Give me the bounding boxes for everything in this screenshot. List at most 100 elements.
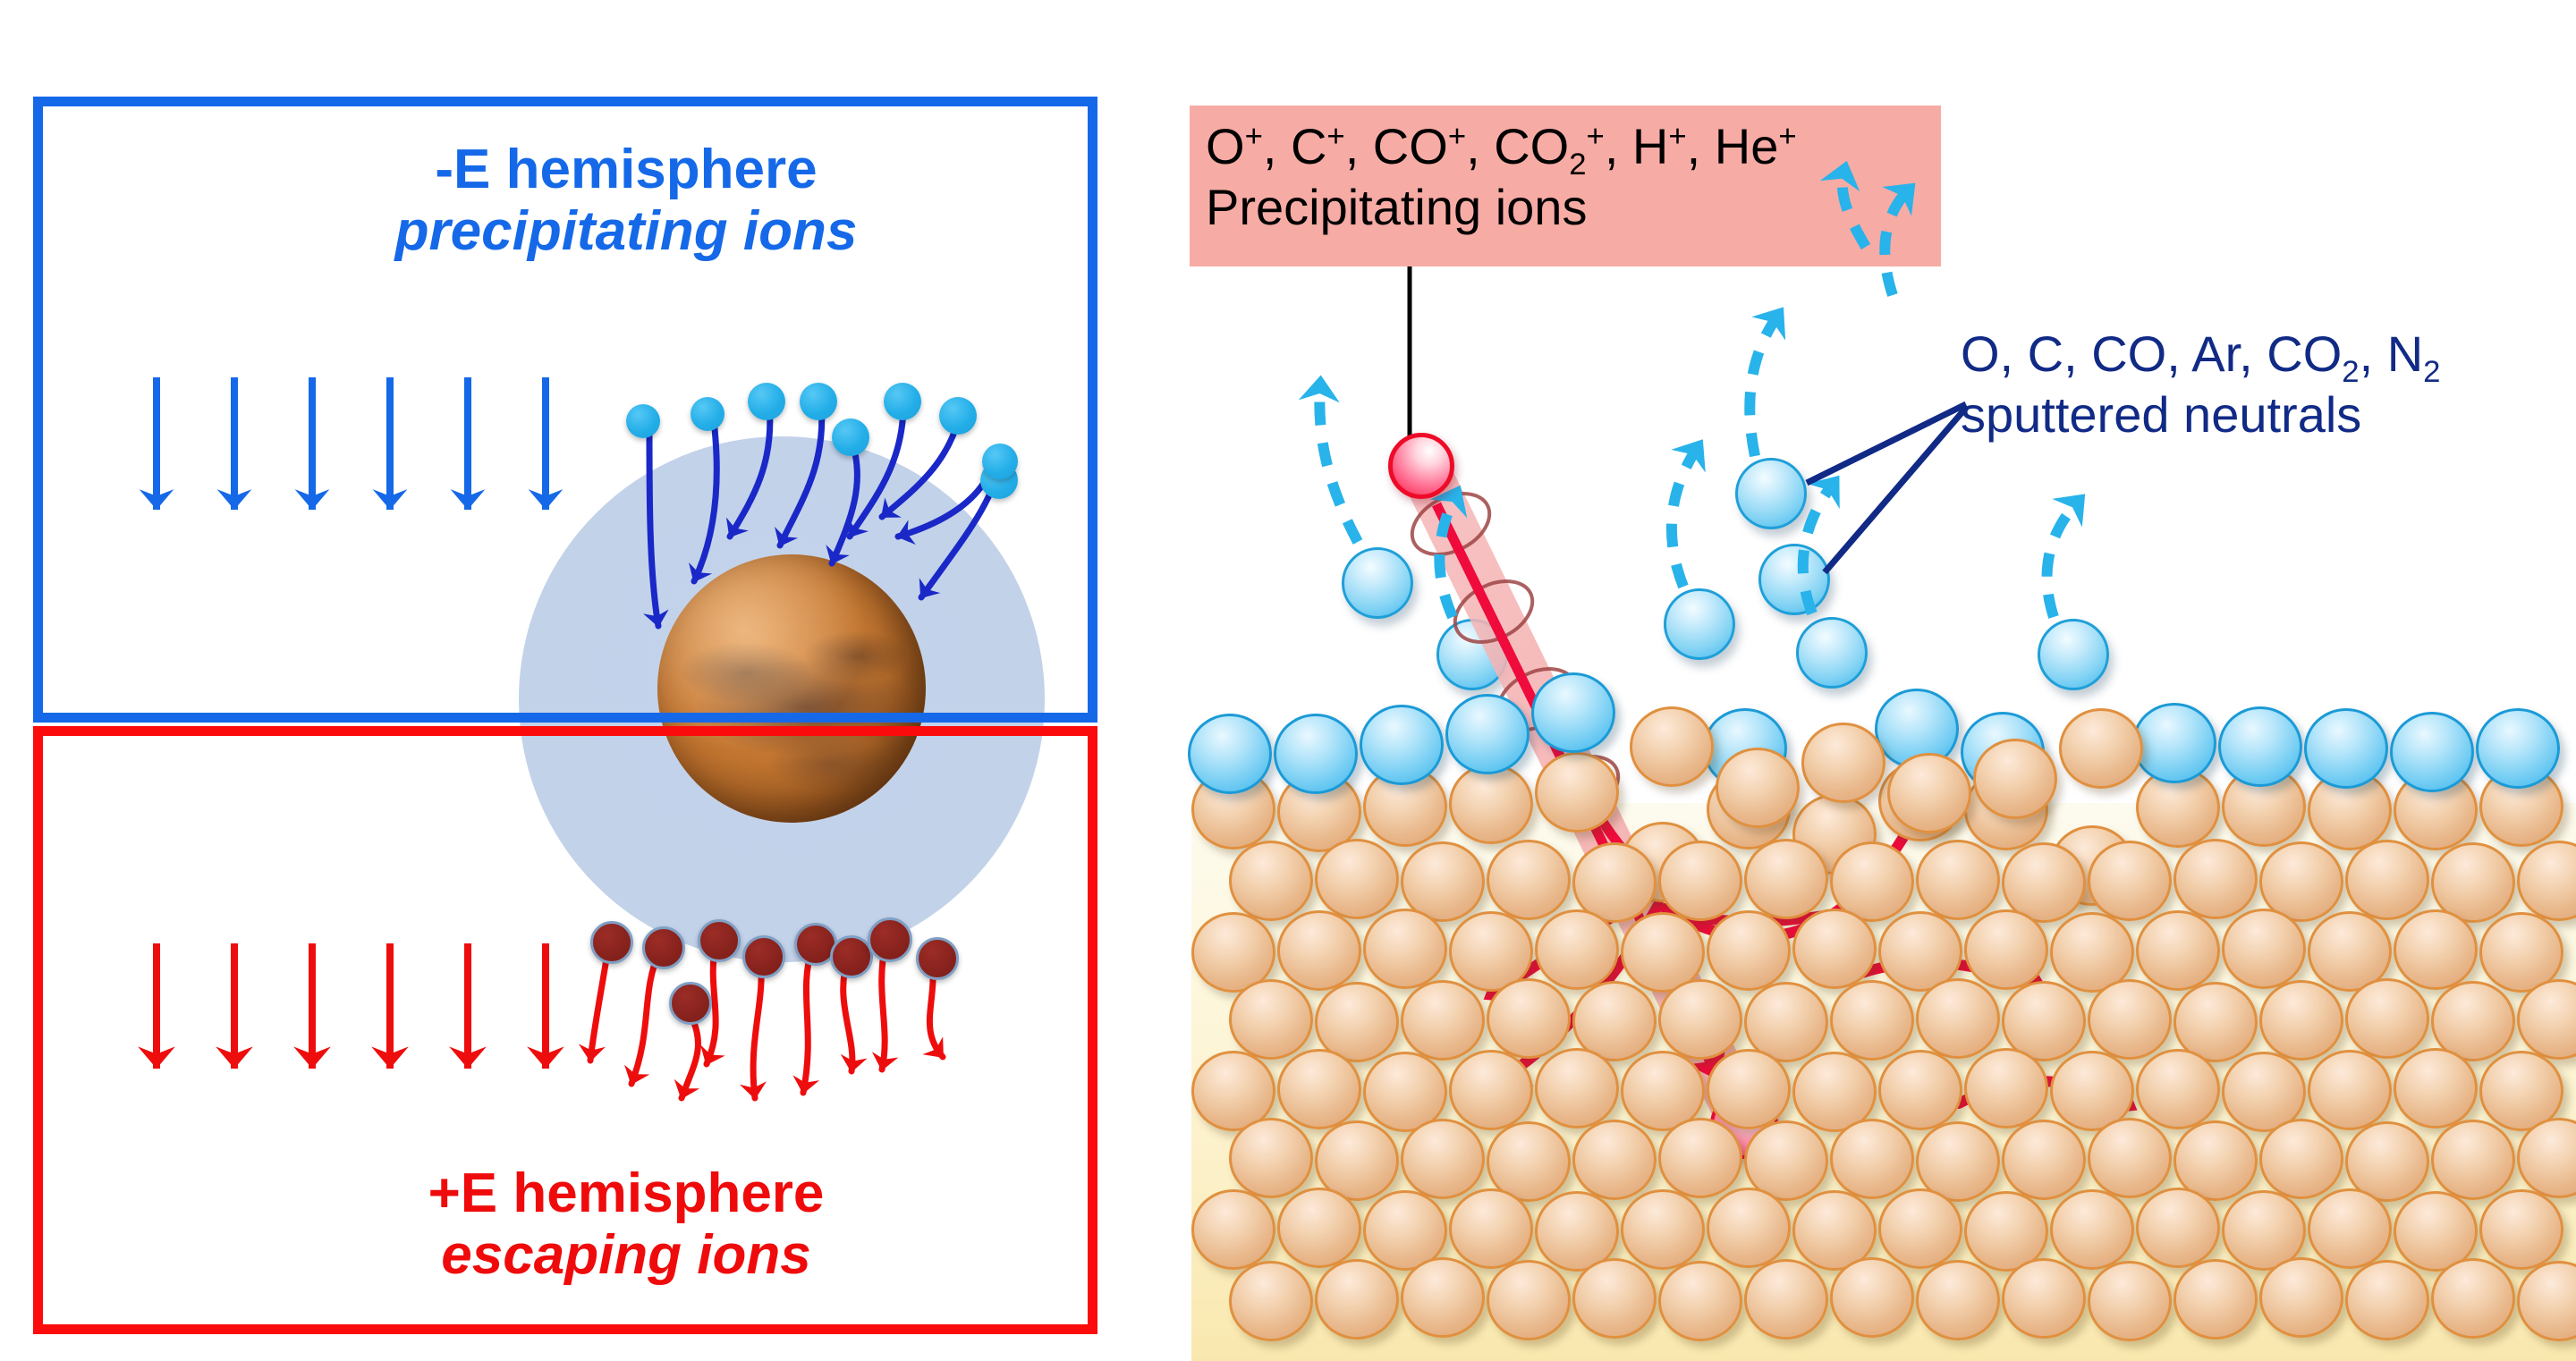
lattice-atom (1916, 840, 2000, 920)
lattice-atom (2002, 1258, 2086, 1339)
lattice-atom (1658, 979, 1742, 1060)
mars-globe (657, 554, 926, 823)
lattice-atom (1658, 1261, 1742, 1341)
lattice-atom (2259, 1119, 2343, 1199)
lattice-atom (2088, 1261, 2172, 1341)
lattice-atom (2308, 1050, 2392, 1130)
lattice-atom (2259, 980, 2343, 1061)
right-panel: O+, C+, CO+, CO2+, H+, He+ Precipitating… (1118, 0, 2576, 1361)
lattice-atom (1878, 1050, 1962, 1130)
ion-dot-cyan (982, 444, 1018, 479)
lattice-atom (2431, 842, 2515, 923)
lattice-atom (1830, 1119, 1914, 1199)
lattice-atom (1744, 1259, 1828, 1340)
ion-dot-cyan (832, 418, 869, 456)
protruding-lattice-atom (1630, 706, 1714, 787)
red-caption-line2: escaping ions (441, 1224, 811, 1287)
lattice-atom (1744, 1120, 1828, 1201)
lattice-atom (2002, 842, 2086, 923)
lattice-atom (1449, 764, 1533, 845)
surface-atom (2304, 708, 2388, 789)
lattice-atom (1878, 1188, 1962, 1269)
protruding-lattice-atom (1887, 753, 1971, 833)
lattice-atom (1830, 1257, 1914, 1338)
ion-dot-cyan (626, 404, 660, 438)
lattice-atom (1535, 752, 1619, 833)
ion-dot-maroon (698, 919, 741, 962)
blue-caption-line2: precipitating ions (394, 200, 858, 263)
lattice-atom (1964, 909, 2048, 990)
lattice-atom (2050, 1189, 2134, 1270)
lattice-atom (2002, 1120, 2086, 1200)
lattice-atom (1707, 1188, 1791, 1268)
ion-dot-maroon (742, 935, 785, 978)
lattice-atom (2394, 909, 2478, 990)
lattice-atom (1401, 980, 1485, 1061)
lattice-atom (1315, 839, 1399, 919)
lattice-atom (1401, 1119, 1485, 1199)
lattice-atom (2517, 979, 2576, 1060)
lattice-atom (1707, 910, 1791, 991)
lattice-atom (1830, 980, 1914, 1061)
ion-dot-maroon (868, 917, 912, 962)
ejected-neutral-sphere (1436, 619, 1508, 690)
lattice-atom (2222, 909, 2306, 989)
ejected-neutral-sphere (2038, 619, 2109, 690)
lattice-atom (2088, 1118, 2172, 1198)
lattice-atom (2479, 1051, 2563, 1131)
lattice-atom (2088, 979, 2172, 1060)
blue-caption-line1: -E hemisphere (435, 139, 818, 200)
lattice-atom (1792, 909, 1877, 989)
neutral-species-line: O, C, CO, Ar, CO2, N2 (1961, 325, 2441, 390)
ejected-neutral-sphere (1664, 588, 1735, 660)
ion-dot-maroon (916, 937, 959, 980)
escaping-ions-caption: +E hemisphere escaping ions (268, 1162, 984, 1287)
lattice-atom (1315, 982, 1399, 1062)
lattice-atom (2174, 839, 2258, 919)
lattice-atom (1229, 979, 1313, 1060)
lattice-atom (2136, 1049, 2220, 1129)
surface-atom (1445, 694, 1530, 774)
lattice-atom (1964, 1048, 2048, 1129)
protruding-lattice-atom (1801, 723, 1885, 803)
lattice-atom (1487, 978, 1571, 1059)
lattice-atom (2479, 1189, 2563, 1270)
lattice-atom (1229, 1261, 1313, 1341)
incident-ion-sphere (1388, 433, 1454, 499)
lattice-atom (1916, 1260, 2000, 1340)
lattice-atom (1191, 1051, 1275, 1131)
lattice-atom (1363, 909, 1447, 989)
lattice-atom (2088, 841, 2172, 921)
lattice-atom (1535, 1048, 1619, 1129)
lattice-atom (1744, 839, 1828, 919)
lattice-atom (1449, 1050, 1533, 1130)
lattice-atom (1315, 1259, 1399, 1340)
lattice-atom (1916, 978, 2000, 1059)
ion-dot-cyan (748, 383, 785, 420)
protruding-lattice-atom (2059, 708, 2143, 789)
lattice-atom (1315, 1120, 1399, 1201)
surface-atom (1188, 714, 1272, 794)
sputtered-neutrals-label: O, C, CO, Ar, CO2, N2 sputtered neutrals (1961, 324, 2576, 446)
lattice-atom (1401, 1257, 1485, 1338)
lattice-atom (2431, 1120, 2515, 1200)
lattice-atom (1191, 1189, 1275, 1270)
lattice-atom (1487, 840, 1571, 920)
protruding-lattice-atom (1716, 748, 1800, 828)
lattice-atom (1487, 1260, 1571, 1340)
lattice-atom (1572, 1120, 1657, 1200)
lattice-atom (2394, 1048, 2478, 1129)
lattice-atom (2345, 1260, 2429, 1340)
lattice-atom (1916, 1121, 2000, 1202)
lattice-atom (1572, 1258, 1657, 1339)
lattice-atom (2431, 1258, 2515, 1339)
neutrals-leader-lines (1805, 401, 1969, 575)
ion-dot-cyan (884, 383, 921, 420)
lattice-atom (2174, 1120, 2258, 1201)
lattice-atom (1621, 1189, 1705, 1270)
sputtered-neutral-sphere (1758, 544, 1830, 615)
lattice-atom (1658, 841, 1742, 921)
surface-atom (1360, 705, 1444, 785)
lattice-atom (2259, 1257, 2343, 1338)
